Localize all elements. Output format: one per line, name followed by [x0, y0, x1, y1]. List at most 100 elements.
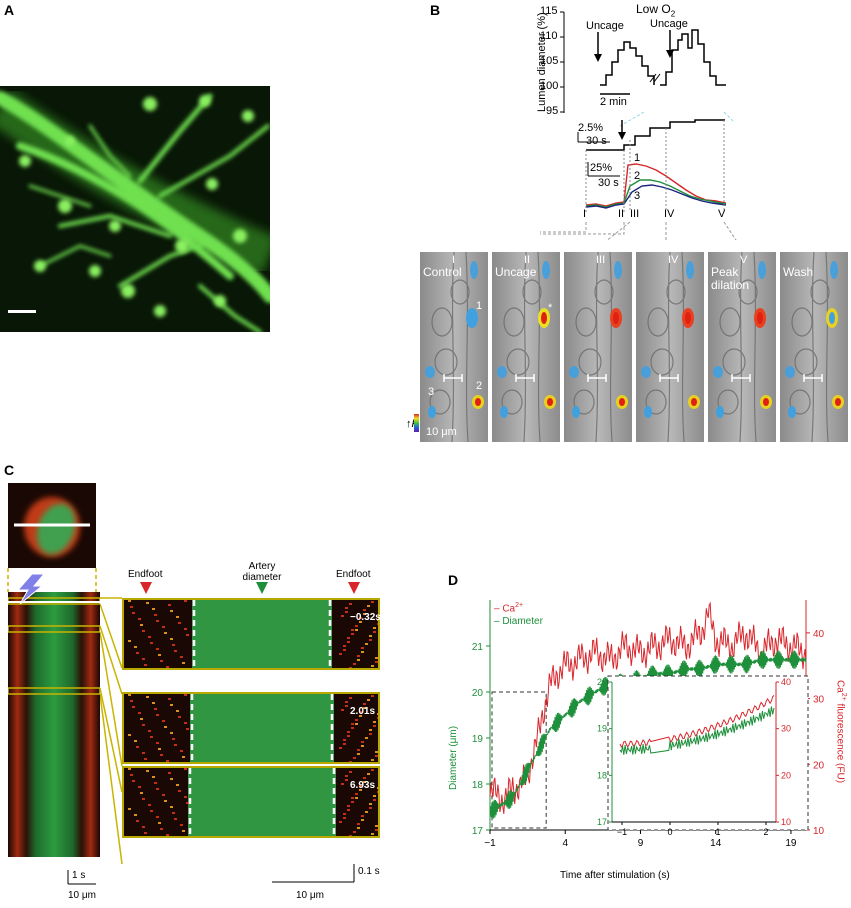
b-ytick-95: 95 — [546, 105, 559, 117]
b-frame — [708, 252, 776, 442]
b-top-title: Low O2 — [636, 2, 676, 19]
d-ytick-left-label: 21 — [472, 642, 484, 653]
d-xlabel: Time after stimulation (s) — [560, 870, 670, 881]
panel-label-b: B — [430, 2, 441, 18]
b-time-scale: 2 min — [600, 96, 627, 108]
b-cell-id-2: 2 — [476, 380, 483, 392]
d-ytick-left-label: 18 — [472, 780, 484, 791]
artery-marker — [256, 582, 268, 594]
d-legend-diameter: – Diameter — [494, 616, 543, 627]
b-frame-roman: II — [524, 254, 531, 266]
d-ylabel-right: Ca2+ fluorescence (FU) — [834, 680, 847, 784]
b-frame-label: Wash — [783, 265, 814, 279]
b-diameter-trace-2 — [660, 29, 726, 86]
b-trace-id-3: 3 — [634, 190, 641, 202]
b-frame-label: Control — [423, 265, 462, 279]
b-ytick-105: 105 — [540, 55, 559, 67]
b-step-trace — [586, 119, 725, 151]
b-ytick-115: 115 — [540, 5, 558, 17]
b-trace-id-2: 2 — [634, 170, 641, 182]
b-frame — [780, 252, 848, 442]
c-scale-len-right: 10 μm — [296, 890, 324, 901]
d-inset-ytick-left-label: 18 — [597, 770, 607, 780]
c-zoom-time-label: 2.01s — [350, 706, 376, 717]
b-roman-2: II — [618, 208, 625, 220]
c-scale-len-left: 10 μm — [68, 890, 96, 901]
b-frame — [636, 252, 704, 442]
d-inset-frame — [607, 675, 809, 831]
d-inset-xtick-label: 2 — [763, 827, 768, 837]
b-cell-id-1: 1 — [476, 300, 483, 312]
d-inset-ytick-left-label: 19 — [597, 724, 607, 734]
d-ytick-right-label: 20 — [813, 760, 825, 771]
d-ytick-right-label: 40 — [813, 629, 825, 640]
d-zoom-box — [491, 691, 547, 829]
panel-b-traces — [540, 11, 737, 240]
d-inset-ytick-right-label: 10 — [781, 817, 791, 827]
endfoot-right-marker — [348, 582, 360, 594]
c-kymograph — [8, 592, 100, 857]
d-ytick-left-label: 20 — [472, 688, 484, 699]
d-ytick-right-label: 10 — [813, 826, 825, 837]
b-frame — [492, 252, 560, 442]
d-inset-ytick-left-label: 20 — [597, 677, 607, 687]
b-fl-scale-pct: 25% — [590, 162, 613, 174]
c-scalebar-right — [272, 864, 355, 883]
panel-label-d: D — [448, 572, 459, 588]
b-mid-scale-pct: 2.5% — [578, 122, 604, 134]
b-fluor-trace-1 — [585, 163, 727, 207]
d-legend-ca: – Ca2+ — [494, 602, 524, 615]
d-series-line — [489, 601, 807, 814]
c-scale-time-right: 0.1 s — [358, 866, 380, 877]
b-frame-roman: IV — [668, 254, 679, 266]
b-trace-id-1: 1 — [634, 152, 641, 164]
b-fluor-trace-3 — [585, 184, 727, 209]
c-zoom-time-label: −0.32s — [350, 612, 381, 623]
c-endfoot-right-label: Endfoot — [336, 569, 371, 580]
b-frame-roman: I — [452, 254, 456, 266]
d-inset-ytick-right-label: 20 — [781, 770, 791, 780]
b-fluor-trace-2 — [585, 179, 727, 208]
c-zoom-panel — [122, 598, 380, 670]
d-inset-xtick-label: 1 — [715, 827, 720, 837]
b-uncage-label-1: Uncage — [586, 20, 624, 32]
c-zoom-lines — [7, 568, 97, 592]
c-zoom-panel — [122, 766, 380, 838]
c-thumbnail — [8, 483, 96, 568]
d-ylabel-left: Diameter (μm) — [448, 725, 459, 790]
c-zoom-time-label: 6.93s — [350, 780, 376, 791]
b-cell-id-3: 3 — [428, 386, 435, 398]
d-ytick-left-label: 17 — [472, 826, 484, 837]
c-artery-label: Artery diameter — [242, 561, 282, 583]
astrocyte-micrograph — [0, 86, 270, 332]
panel-label-c: C — [4, 462, 15, 478]
d-ytick-left-label: 19 — [472, 734, 484, 745]
d-inset-ytick-left-label: 17 — [597, 817, 607, 827]
d-inset-ytick-right-label: 30 — [781, 724, 791, 734]
b-asterisk: * — [548, 302, 553, 314]
b-diameter-trace-1 — [600, 41, 655, 86]
b-fl-scale-time: 30 s — [598, 177, 619, 189]
lightning-icon — [16, 574, 45, 604]
b-roman-4: IV — [664, 208, 675, 220]
b-frame-label: Uncage — [495, 265, 537, 279]
b-mid-scale-time: 30 s — [586, 135, 607, 147]
b-scalebar-label: 10 μm — [426, 426, 457, 438]
b-frame-label: Peak dilation — [711, 265, 750, 292]
d-xtick-label: 4 — [562, 838, 568, 849]
d-xtick-label: 19 — [785, 838, 797, 849]
c-scalebar-left — [67, 870, 96, 885]
c-zoom-panel — [122, 692, 380, 764]
b-uncage-label-2: Uncage — [650, 18, 688, 30]
b-ytick-100: 100 — [540, 80, 559, 92]
panel-label-a: A — [4, 2, 15, 18]
b-frame-roman: V — [740, 254, 748, 266]
c-markers — [140, 582, 360, 594]
b-roman-5: V — [718, 208, 726, 220]
d-inset-ca-line — [619, 695, 775, 748]
endfoot-left-marker — [140, 582, 152, 594]
d-xtick-label: 14 — [710, 838, 722, 849]
d-ytick-right-label: 30 — [813, 695, 825, 706]
d-inset-ytick-right-label: 40 — [781, 677, 791, 687]
